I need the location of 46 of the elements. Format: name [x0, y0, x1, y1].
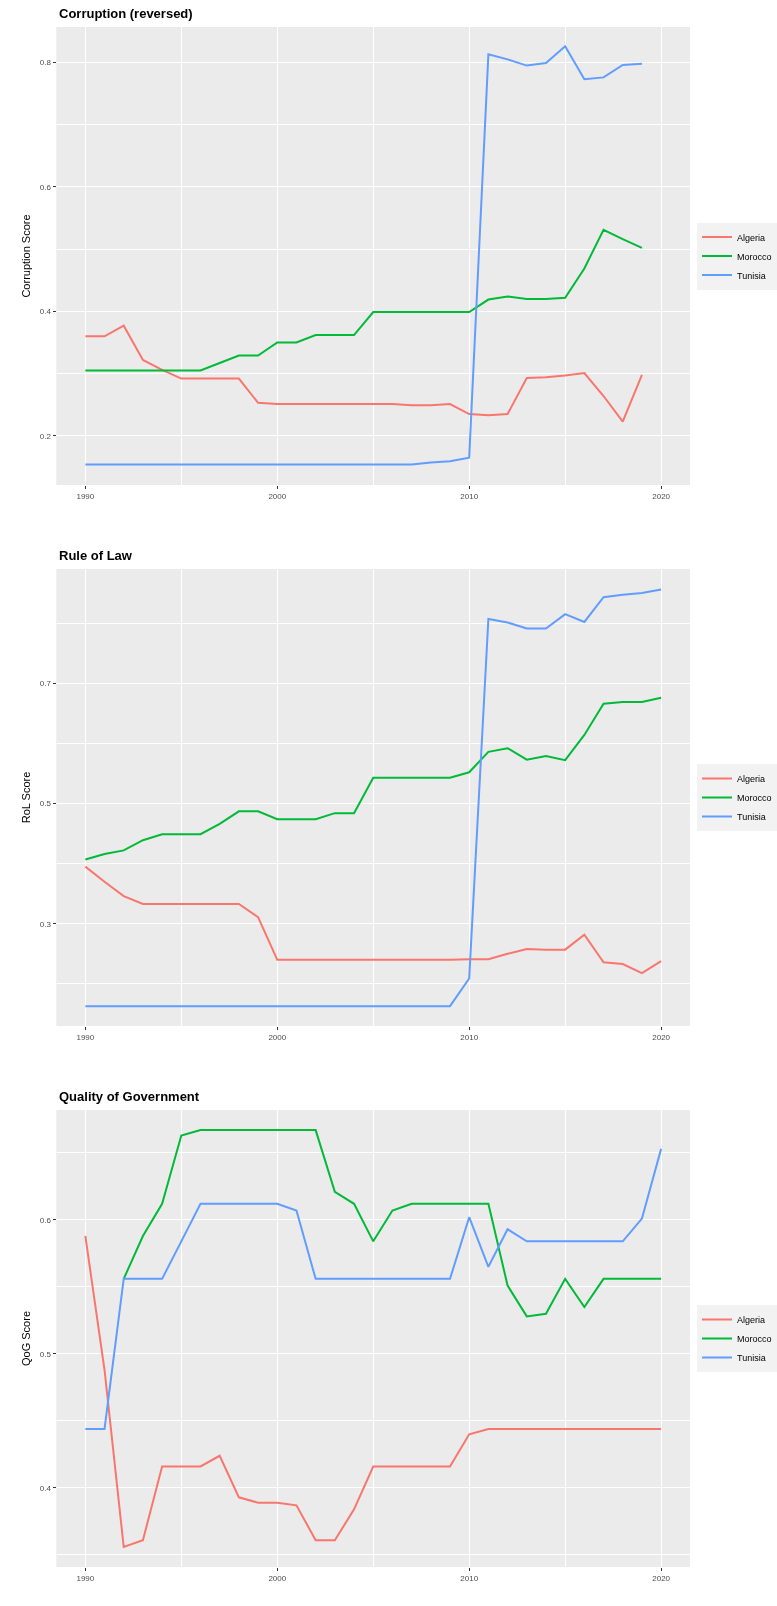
chart-title: Rule of Law [59, 548, 133, 563]
legend-label: Morocco [737, 1334, 772, 1345]
x-tick-label: 2020 [652, 1573, 671, 1583]
line-series [122, 1129, 663, 1318]
line-series [84, 228, 643, 372]
line-series [84, 45, 643, 466]
line-series [84, 696, 663, 861]
line-series [84, 588, 663, 1008]
x-tick-label: 1990 [76, 491, 95, 501]
x-tick-label: 2000 [268, 1573, 287, 1583]
y-tick-label: 0.4 [39, 1483, 52, 1493]
x-tick-label: 2000 [268, 1032, 287, 1042]
chart-title: Quality of Government [59, 1089, 200, 1104]
y-tick-label: 0.4 [39, 307, 52, 317]
x-tick-label: 2010 [460, 491, 479, 501]
legend-label: Morocco [737, 793, 772, 804]
y-axis-title: RoL Score [20, 771, 33, 824]
line-series [84, 1234, 663, 1548]
x-tick-label: 1990 [76, 1032, 95, 1042]
legend-label: Tunisia [737, 1353, 766, 1364]
y-tick-label: 0.2 [39, 431, 52, 441]
x-tick-label: 2020 [652, 491, 671, 501]
y-axis-title: QoG Score [20, 1310, 33, 1367]
y-tick-label: 0.7 [39, 679, 52, 689]
legend-label: Algeria [737, 1315, 766, 1326]
y-axis-title: Corruption Score [20, 214, 33, 298]
legend-label: Morocco [737, 251, 772, 262]
y-tick-label: 0.5 [39, 799, 52, 809]
legend-label: Tunisia [737, 812, 766, 823]
legend-label: Algeria [737, 232, 766, 243]
x-tick-label: 2010 [460, 1573, 479, 1583]
x-tick-label: 2000 [268, 491, 287, 501]
x-tick-label: 1990 [76, 1573, 95, 1583]
x-tick-label: 2010 [460, 1032, 479, 1042]
line-series [84, 1147, 663, 1430]
line-series [84, 324, 643, 423]
y-tick-label: 0.8 [39, 58, 52, 68]
y-tick-label: 0.6 [39, 1215, 52, 1225]
chart-title: Corruption (reversed) [59, 6, 193, 21]
legend-label: Algeria [737, 774, 766, 785]
legend-label: Tunisia [737, 270, 766, 281]
y-tick-label: 0.6 [39, 182, 52, 192]
y-tick-label: 0.3 [39, 919, 52, 929]
x-tick-label: 2020 [652, 1032, 671, 1042]
line-series [84, 865, 663, 975]
y-tick-label: 0.5 [39, 1349, 52, 1359]
